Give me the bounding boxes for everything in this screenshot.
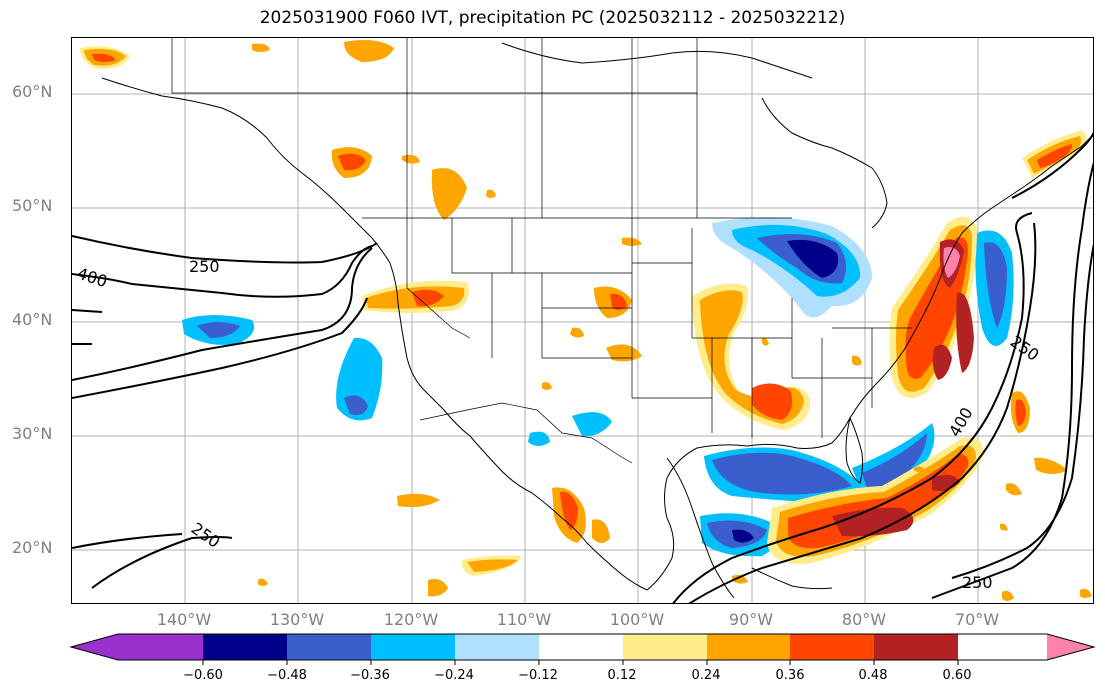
colorbar: [69, 633, 1096, 665]
colorbar-segment: [455, 634, 539, 660]
lon-label-70w: 70°W: [954, 610, 1000, 629]
colorbar-segment: [371, 634, 455, 660]
colorbar-outline: [69, 633, 1096, 661]
lat-label-40n: 40°N: [12, 310, 53, 329]
colorbar-tick-048: 0.48: [858, 668, 888, 683]
ivt-contours: [72, 132, 1093, 603]
colorbar-segment: [707, 634, 790, 660]
map-panel: 400 250 250 250 400 250: [71, 37, 1094, 604]
lon-label-130w: 130°W: [269, 610, 325, 629]
colorbar-segment: [118, 634, 203, 660]
precip-negative-fields: [182, 217, 1014, 557]
lat-label-20n: 20°N: [12, 538, 53, 557]
colorbar-segments: [71, 634, 1094, 665]
lon-label-100w: 100°W: [609, 610, 665, 629]
lat-label-50n: 50°N: [12, 196, 53, 215]
contour-label-250-southeast: 250: [962, 573, 993, 592]
political-borders: [171, 38, 912, 464]
lon-label-110w: 110°W: [496, 610, 552, 629]
colorbar-segment: [623, 634, 707, 660]
lon-label-80w: 80°W: [841, 610, 887, 629]
colorbar-tick-024: 0.24: [691, 668, 721, 683]
colorbar-tick-neg-048: −0.48: [267, 668, 307, 683]
lon-label-90w: 90°W: [728, 610, 774, 629]
contour-label-400-east: 400: [945, 404, 977, 440]
contour-label-400-west: 400: [75, 264, 110, 292]
colorbar-segment: [203, 634, 287, 660]
colorbar-tick-012: 0.12: [607, 668, 637, 683]
colorbar-segment: [539, 634, 623, 660]
colorbar-segment: [874, 634, 958, 660]
colorbar-tick-neg-036: −0.36: [350, 668, 390, 683]
lon-label-140w: 140°W: [156, 610, 212, 629]
lon-label-120w: 120°W: [383, 610, 439, 629]
colorbar-tick-neg-012: −0.12: [518, 668, 558, 683]
contour-label-250-west: 250: [189, 257, 220, 276]
colorbar-segment: [790, 634, 874, 660]
lat-label-60n: 60°N: [12, 82, 53, 101]
contour-label-250-southwest: 250: [188, 519, 224, 552]
colorbar-tick-neg-060: −0.60: [183, 668, 223, 683]
colorbar-tick-neg-024: −0.24: [434, 668, 474, 683]
colorbar-extension-max: [1047, 634, 1094, 660]
coastlines: [101, 42, 1093, 599]
map-title: 2025031900 F060 IVT, precipitation PC (2…: [259, 8, 846, 28]
colorbar-tick-036: 0.36: [775, 668, 805, 683]
colorbar-segment: [287, 634, 371, 660]
lat-label-30n: 30°N: [12, 424, 53, 443]
colorbar-tick-060: 0.60: [942, 668, 972, 683]
map-canvas: 400 250 250 250 400 250: [72, 38, 1093, 603]
colorbar-extension-min: [71, 634, 118, 660]
